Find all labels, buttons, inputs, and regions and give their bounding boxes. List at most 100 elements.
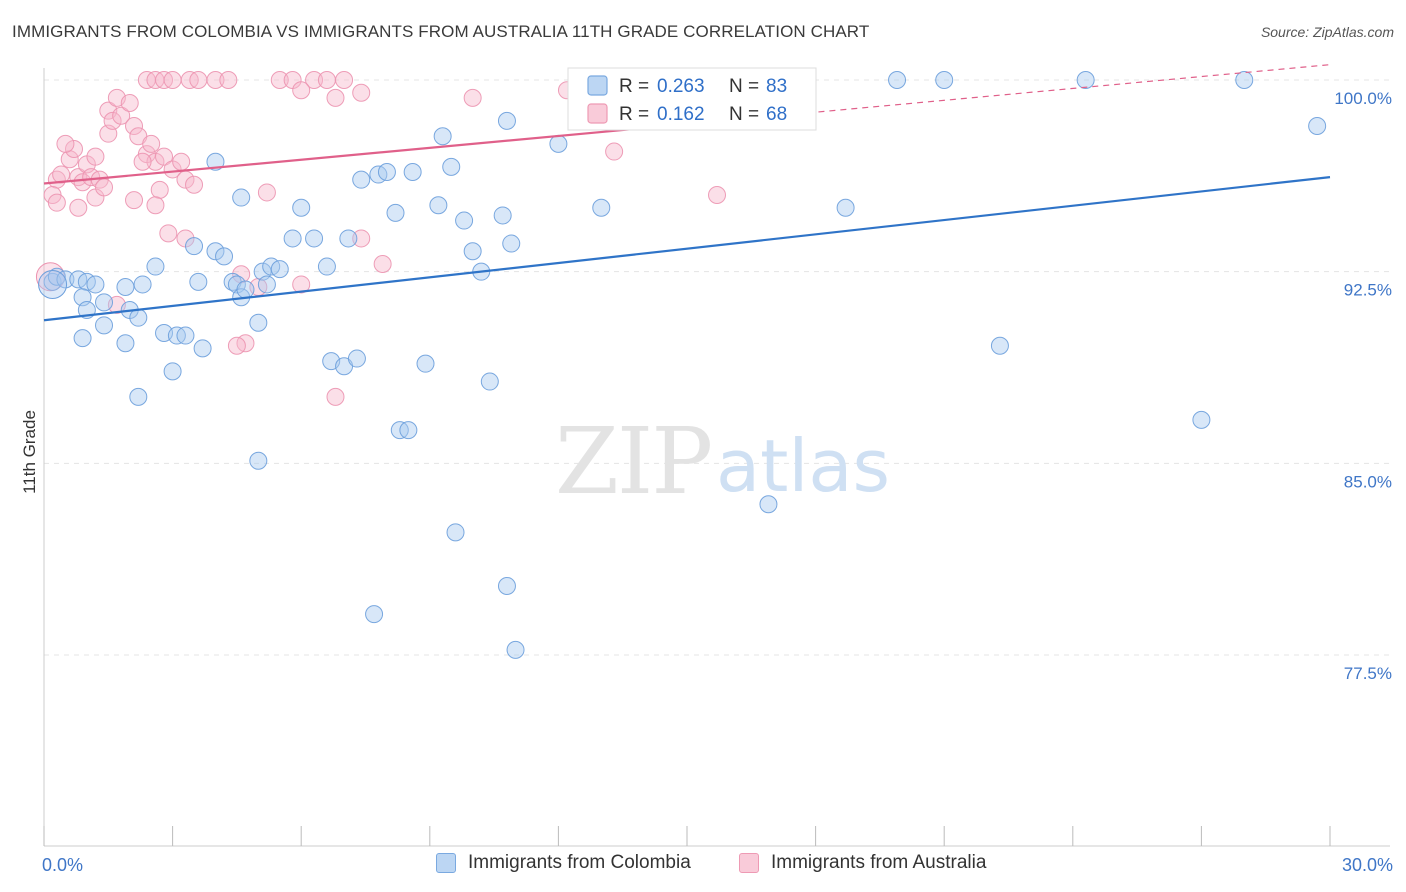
australia-point	[112, 106, 131, 125]
australia-point	[146, 196, 165, 215]
legend-r-label-colombia: R =	[619, 76, 649, 97]
y-tick-label: 85.0%	[1344, 472, 1392, 491]
australia-point	[352, 229, 371, 248]
colombia-point	[836, 198, 855, 217]
watermark-zip: ZIP	[555, 408, 711, 515]
australia-point	[47, 193, 66, 212]
australia-point	[373, 255, 392, 273]
colombia-point	[206, 242, 225, 261]
australia-point	[172, 152, 191, 171]
legend-r-value-australia: 0.162	[657, 104, 705, 125]
series-australia-points	[35, 71, 727, 406]
colombia-point	[249, 313, 268, 332]
colombia-point	[935, 71, 954, 89]
source-label: Source: ZipAtlas.com	[1260, 24, 1394, 40]
colombia-point	[463, 242, 482, 261]
colombia-point	[215, 247, 234, 266]
australia-point	[163, 71, 182, 89]
colombia-point	[232, 188, 251, 207]
legend-r-value-colombia: 0.263	[657, 76, 705, 97]
colombia-point	[185, 237, 204, 256]
colombia-point	[455, 211, 474, 230]
colombia-point	[283, 229, 302, 248]
legend-n-label-australia: N =	[729, 104, 759, 125]
colombia-point	[502, 234, 521, 253]
colombia-point	[365, 605, 384, 624]
australia-point	[95, 178, 114, 197]
legend-item-australia: Immigrants from Australia	[739, 852, 986, 874]
australia-point	[270, 71, 289, 89]
x-tick-labels: 0.0% 30.0%	[42, 855, 1393, 875]
australia-point	[56, 134, 75, 153]
colombia-point	[497, 577, 516, 595]
colombia-point	[990, 336, 1009, 355]
x-tick-label: 0.0%	[42, 855, 83, 875]
australia-point	[326, 88, 345, 107]
colombia-point	[506, 640, 525, 659]
colombia-point	[257, 275, 276, 294]
colombia-point	[193, 339, 212, 358]
legend-top: R = 0.263 N = 83 R = 0.162 N = 68	[567, 67, 817, 131]
colombia-point	[386, 203, 405, 222]
colombia-point	[163, 362, 182, 381]
colombia-point	[549, 134, 568, 153]
colombia-point	[189, 272, 208, 291]
trend-lines	[43, 64, 1331, 322]
colombia-point	[442, 157, 461, 176]
australia-point	[125, 191, 144, 210]
colombia-point	[493, 206, 512, 225]
colombia-point	[1235, 71, 1254, 89]
colombia-point	[429, 196, 448, 215]
colombia-point	[95, 293, 114, 312]
colombia-point	[292, 198, 311, 217]
series-colombia-points	[38, 71, 1327, 659]
legend-swatch-colombia-bottom	[436, 853, 456, 873]
australia-point	[120, 94, 139, 112]
colombia-point	[347, 349, 366, 368]
colombia-point	[95, 316, 114, 335]
australia-point	[69, 198, 88, 217]
legend-swatch-australia-bottom	[739, 853, 759, 873]
colombia-point	[73, 329, 92, 348]
y-tick-label: 92.5%	[1344, 281, 1392, 300]
colombia-point	[236, 280, 255, 299]
x-tick-label: 30.0%	[1342, 855, 1393, 875]
colombia-point	[446, 523, 465, 542]
colombia-point	[86, 275, 105, 294]
y-axis-label: 11th Grade	[20, 410, 39, 494]
colombia-point	[1308, 117, 1327, 135]
australia-point	[292, 275, 311, 294]
y-tick-label: 77.5%	[1344, 664, 1392, 683]
colombia-point	[305, 229, 324, 248]
australia-point	[150, 180, 169, 199]
australia-point	[189, 71, 208, 89]
legend-top-box	[567, 67, 817, 131]
colombia-point	[129, 308, 148, 327]
australia-point	[146, 152, 165, 171]
grid-lines	[44, 79, 1390, 656]
axes	[43, 68, 1390, 847]
trend-line-australia	[43, 122, 688, 185]
legend-swatch-colombia	[587, 75, 608, 96]
legend-r-label-australia: R =	[619, 104, 649, 125]
colombia-point	[206, 152, 225, 171]
australia-point	[605, 142, 624, 161]
colombia-point	[129, 387, 148, 406]
colombia-point	[399, 421, 418, 440]
colombia-point	[1076, 71, 1095, 89]
legend-n-value-australia: 68	[766, 104, 787, 125]
australia-point	[292, 81, 311, 100]
colombia-point	[759, 495, 778, 514]
legend-n-label-colombia: N =	[729, 76, 759, 97]
colombia-point	[116, 334, 135, 353]
colombia-point	[317, 257, 336, 276]
colombia-point	[377, 163, 396, 181]
australia-point	[52, 165, 71, 184]
colombia-point	[38, 269, 68, 299]
colombia-point	[133, 275, 152, 294]
australia-point	[335, 71, 354, 89]
trend-line-colombia	[43, 176, 1331, 322]
colombia-point	[480, 372, 499, 391]
colombia-point	[339, 229, 358, 248]
colombia-point	[416, 354, 435, 373]
